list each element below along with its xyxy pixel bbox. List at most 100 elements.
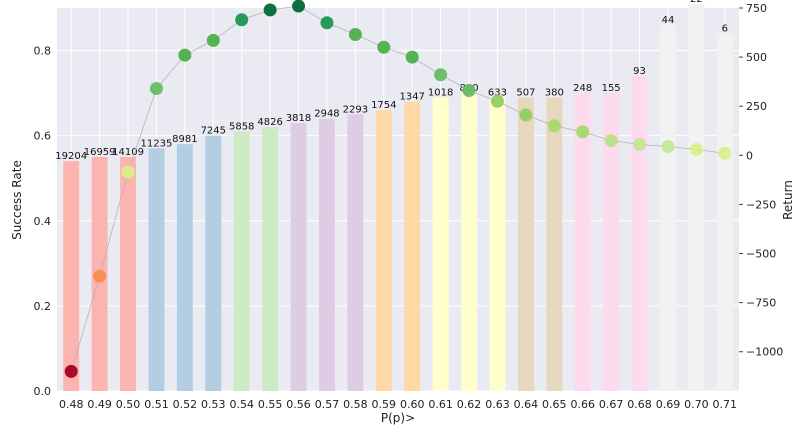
bar-value-label: 155 xyxy=(602,83,621,94)
x-tick-label: 0.62 xyxy=(457,398,482,411)
y2-tick-label: −1000 xyxy=(746,346,783,359)
x-tick-label: 0.65 xyxy=(542,398,567,411)
y-tick-labels: 0.0 0.2 0.4 0.6 0.8 xyxy=(34,45,52,398)
bar xyxy=(461,93,477,391)
y-tick-label: 0.0 xyxy=(34,385,52,398)
x-tick-label: 0.67 xyxy=(599,398,624,411)
x-tick-label: 0.48 xyxy=(59,398,84,411)
bar-value-label: 1347 xyxy=(399,92,424,103)
bar xyxy=(205,136,221,391)
return-point xyxy=(519,109,532,122)
y2-tick-label: 0 xyxy=(746,149,753,162)
x-axis-title: P(p)> xyxy=(381,411,415,425)
bar-value-label: 19204 xyxy=(55,151,87,162)
bar-value-label: 44 xyxy=(662,15,675,26)
x-tick-label: 0.71 xyxy=(713,398,738,411)
return-point xyxy=(434,68,447,81)
x-tick-label: 0.61 xyxy=(428,398,453,411)
return-point xyxy=(576,125,589,138)
x-tick-label: 0.66 xyxy=(570,398,595,411)
return-point xyxy=(235,13,248,26)
bar-value-label: 248 xyxy=(573,83,592,94)
x-tick-label: 0.58 xyxy=(343,398,368,411)
bar xyxy=(376,110,392,391)
return-point xyxy=(264,3,277,16)
return-point xyxy=(178,49,191,62)
x-tick-label: 0.59 xyxy=(372,398,397,411)
bar-value-label: 7245 xyxy=(201,126,226,137)
return-point xyxy=(320,16,333,29)
bar-value-label: 8981 xyxy=(172,134,197,145)
y2-tick-label: 250 xyxy=(746,100,767,113)
y2-tick-label: −250 xyxy=(746,198,776,211)
bar xyxy=(234,131,250,391)
bar-value-label: 4826 xyxy=(257,117,282,128)
y-axis-title: Success Rate xyxy=(10,160,24,240)
bar-value-label: 1018 xyxy=(428,87,453,98)
bar-value-label: 93 xyxy=(633,66,646,77)
x-tick-label: 0.53 xyxy=(201,398,226,411)
bar-value-label: 22 xyxy=(690,0,703,5)
bar xyxy=(433,97,449,391)
bar-value-label: 507 xyxy=(516,87,535,98)
y-tick-label: 0.4 xyxy=(34,215,52,228)
bar-value-label: 2948 xyxy=(314,109,339,120)
bar xyxy=(688,4,704,391)
bar xyxy=(291,123,307,391)
bar xyxy=(262,127,278,391)
x-tick-label: 0.60 xyxy=(400,398,425,411)
bar-value-label: 380 xyxy=(545,87,564,98)
x-tick-label: 0.50 xyxy=(116,398,141,411)
bar xyxy=(63,161,79,391)
y2-tick-label: −500 xyxy=(746,248,776,261)
return-point xyxy=(349,28,362,41)
return-point xyxy=(207,34,220,47)
bar-value-label: 3818 xyxy=(286,113,311,124)
bar-value-label: 6 xyxy=(722,24,728,35)
y2-tick-label: 500 xyxy=(746,51,767,64)
x-tick-label: 0.64 xyxy=(514,398,539,411)
return-point xyxy=(377,41,390,54)
bar-value-label: 16959 xyxy=(84,147,116,158)
bar xyxy=(177,144,193,391)
return-point xyxy=(548,119,561,132)
bar-value-label: 11235 xyxy=(141,138,173,149)
x-tick-label: 0.68 xyxy=(627,398,652,411)
x-tick-label: 0.56 xyxy=(286,398,311,411)
x-tick-label: 0.70 xyxy=(684,398,709,411)
bar xyxy=(632,76,648,391)
x-tick-label: 0.52 xyxy=(173,398,198,411)
return-point xyxy=(605,134,618,147)
bar xyxy=(404,102,420,391)
bar xyxy=(149,148,165,391)
y2-tick-label: 750 xyxy=(746,2,767,15)
y2-tick-label: −750 xyxy=(746,297,776,310)
x-tick-label: 0.49 xyxy=(87,398,112,411)
return-point xyxy=(150,82,163,95)
return-point xyxy=(463,84,476,97)
x-tick-label: 0.54 xyxy=(229,398,254,411)
bar xyxy=(546,97,562,391)
return-point xyxy=(292,0,305,13)
bar xyxy=(319,119,335,391)
bar-value-label: 5858 xyxy=(229,121,254,132)
x-tick-labels: 0.48 0.49 0.50 0.51 0.52 0.53 0.54 0.55 0.56 0.57… xyxy=(59,398,737,411)
y-tick-label: 0.6 xyxy=(34,130,52,143)
y-tick-label: 0.2 xyxy=(34,300,52,313)
x-tick-label: 0.55 xyxy=(258,398,283,411)
bar xyxy=(717,34,733,391)
x-tick-label: 0.63 xyxy=(485,398,510,411)
return-point xyxy=(661,140,674,153)
return-point xyxy=(491,95,504,108)
return-point xyxy=(93,270,106,283)
bar-value-label: 2293 xyxy=(343,104,368,115)
bar xyxy=(518,97,534,391)
bar xyxy=(490,97,506,391)
return-point xyxy=(406,51,419,64)
y-tick-label: 0.8 xyxy=(34,45,52,58)
bar xyxy=(347,114,363,391)
return-point xyxy=(690,143,703,156)
x-tick-label: 0.57 xyxy=(315,398,340,411)
